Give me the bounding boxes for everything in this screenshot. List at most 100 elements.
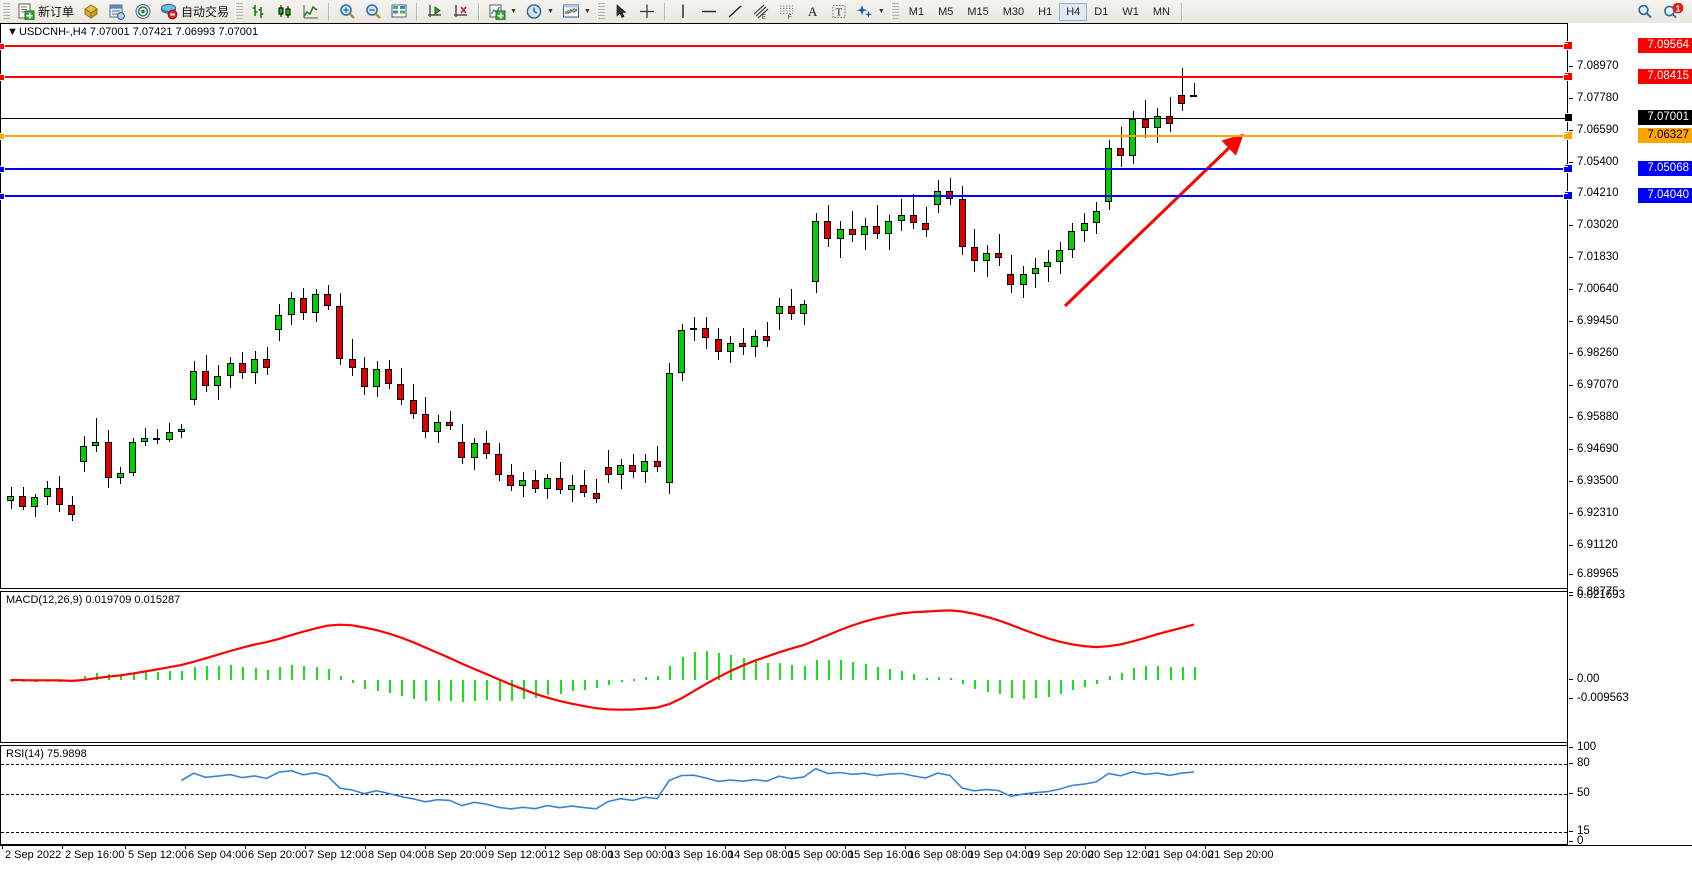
- timeframe-d1[interactable]: D1: [1094, 5, 1109, 18]
- resistance-line-2[interactable]: [0, 43, 1568, 50]
- fibonacci-button[interactable]: F: [774, 0, 800, 23]
- candlestick-chart-button[interactable]: [272, 0, 298, 23]
- timeframe-w1[interactable]: W1: [1122, 5, 1139, 18]
- cursor-button[interactable]: [608, 0, 634, 23]
- shift-end-button[interactable]: [422, 0, 448, 23]
- period-button[interactable]: ▼: [521, 0, 558, 23]
- resistance-line-2-handle-left[interactable]: [0, 43, 5, 50]
- magnifier-icon[interactable]: [1636, 3, 1654, 20]
- up-trend-arrow[interactable]: [1, 24, 1568, 590]
- macd-bar: [657, 675, 659, 680]
- auto-scroll-button[interactable]: [448, 0, 474, 23]
- templates-dropdown-arrow[interactable]: ▼: [583, 8, 591, 15]
- new-order-button[interactable]: 新订单: [13, 0, 78, 23]
- time-tick: [245, 845, 246, 849]
- resistance-line-2-handle[interactable]: [1563, 43, 1568, 50]
- resistance-line-1-handle[interactable]: [1563, 74, 1568, 81]
- price-tag-resistance-2[interactable]: 7.09564: [1638, 38, 1692, 53]
- support-line-2-handle-left[interactable]: [0, 193, 5, 200]
- support-line-2[interactable]: [0, 193, 1568, 200]
- candle-body: [983, 252, 990, 261]
- candle-body: [678, 330, 685, 374]
- indicators-button[interactable]: ▼: [484, 0, 521, 23]
- pivot-line-handle[interactable]: [1563, 133, 1568, 140]
- resistance-line-1[interactable]: [0, 74, 1568, 81]
- macd-bar: [133, 672, 135, 680]
- time-label: 21 Sep 04:00: [1148, 849, 1214, 861]
- time-axis[interactable]: 2 Sep 2022 2 Sep 16:00 5 Sep 12:00 6 Sep 04…: [0, 845, 1692, 872]
- macd-bar: [425, 680, 427, 702]
- price-tag-last-price[interactable]: 7.07001: [1638, 110, 1692, 125]
- toolbar-grip-3[interactable]: [596, 3, 605, 20]
- price-pane[interactable]: ▼USDCNH-,H4 7.07001 7.07421 7.06993 7.07…: [0, 23, 1568, 589]
- timeframe-m5[interactable]: M5: [938, 5, 954, 18]
- navigator-button[interactable]: [130, 0, 156, 23]
- timeframe-h1[interactable]: H1: [1038, 5, 1053, 18]
- macd-bar: [718, 653, 720, 680]
- grid-button[interactable]: [386, 0, 412, 23]
- candle-body: [263, 359, 271, 368]
- resistance-line-1-handle-left[interactable]: [0, 74, 5, 81]
- price-axis[interactable]: 7.08970 7.07780 7.06590 7.05400 7.04210 7.030…: [1564, 23, 1692, 849]
- support-line-1[interactable]: [0, 166, 1568, 173]
- pivot-line[interactable]: [0, 133, 1568, 140]
- macd-pane[interactable]: MACD(12,26,9) 0.019709 0.015287: [0, 591, 1568, 743]
- candle-wick: [926, 207, 927, 237]
- candle-wick: [157, 429, 158, 444]
- candle-body: [812, 220, 820, 283]
- alert-icon[interactable]: 1: [1662, 2, 1684, 20]
- shapes-button[interactable]: ▼: [852, 0, 889, 23]
- timeframe-m15[interactable]: M15: [967, 5, 989, 18]
- time-label: 8 Sep 20:00: [428, 849, 488, 861]
- trendline-button[interactable]: [722, 0, 748, 23]
- expert-advisors-button[interactable]: [78, 0, 104, 23]
- toolbar-grip-2[interactable]: [235, 3, 244, 20]
- price-tag-handle-last-price[interactable]: [1564, 113, 1573, 122]
- pivot-line-handle-left[interactable]: [0, 133, 5, 140]
- horizontal-line-button[interactable]: [696, 0, 722, 23]
- indicators-dropdown-arrow[interactable]: ▼: [510, 8, 517, 15]
- line-chart-button[interactable]: [298, 0, 324, 23]
- price-tag-support-2[interactable]: 7.04040: [1638, 188, 1692, 203]
- price-tick: 7.04210: [1568, 187, 1619, 200]
- zoom-out-button[interactable]: [360, 0, 386, 23]
- crosshair-button[interactable]: [634, 0, 660, 23]
- period-dropdown-arrow[interactable]: ▼: [546, 8, 554, 15]
- support-line-1-handle[interactable]: [1563, 166, 1568, 173]
- auto-trading-button[interactable]: 自动交易: [156, 0, 233, 23]
- support-line-2-handle[interactable]: [1563, 193, 1568, 200]
- chevron-down-icon[interactable]: ▼: [7, 26, 18, 38]
- candlestick-chart-icon: [276, 3, 294, 20]
- rsi-pane[interactable]: RSI(14) 75.9898: [0, 745, 1568, 845]
- shapes-dropdown-arrow[interactable]: ▼: [877, 8, 885, 15]
- toolbar-right-group: 1: [1636, 2, 1692, 20]
- toolbar-grip-4[interactable]: [890, 3, 899, 20]
- bar-chart-button[interactable]: [246, 0, 272, 23]
- time-label: 9 Sep 12:00: [488, 849, 548, 861]
- support-line-1-handle-left[interactable]: [0, 166, 5, 173]
- chart-plot-area[interactable]: ▼USDCNH-,H4 7.07001 7.07421 7.06993 7.07…: [0, 23, 1568, 849]
- timeframe-m1[interactable]: M1: [908, 5, 925, 18]
- candle-body: [43, 488, 51, 498]
- price-tag-resistance-1[interactable]: 7.08415: [1638, 69, 1692, 84]
- text-button[interactable]: A: [800, 0, 826, 23]
- period-icon: [525, 3, 543, 20]
- templates-button[interactable]: ▼: [558, 0, 595, 23]
- chart-window[interactable]: ▼USDCNH-,H4 7.07001 7.07421 7.06993 7.07…: [0, 23, 1692, 872]
- zoom-in-button[interactable]: [334, 0, 360, 23]
- time-tick: [545, 845, 546, 849]
- vertical-line-button[interactable]: [670, 0, 696, 23]
- timeframe-m30[interactable]: M30: [1002, 5, 1025, 18]
- toolbar-grip-1[interactable]: [2, 3, 10, 20]
- timeframe-h4[interactable]: H4: [1059, 2, 1088, 21]
- timeframe-mn[interactable]: MN: [1152, 5, 1170, 18]
- candle-body: [848, 228, 856, 236]
- equidistant-channel-button[interactable]: E: [748, 0, 774, 23]
- macd-bar: [669, 666, 671, 680]
- data-window-button[interactable]: [104, 0, 130, 23]
- price-tag-pivot[interactable]: 7.06327: [1638, 128, 1692, 143]
- price-tag-support-1[interactable]: 7.05068: [1638, 161, 1692, 176]
- time-tick: [725, 845, 726, 849]
- text-label-button[interactable]: T: [826, 0, 852, 23]
- macd-bar: [230, 665, 232, 680]
